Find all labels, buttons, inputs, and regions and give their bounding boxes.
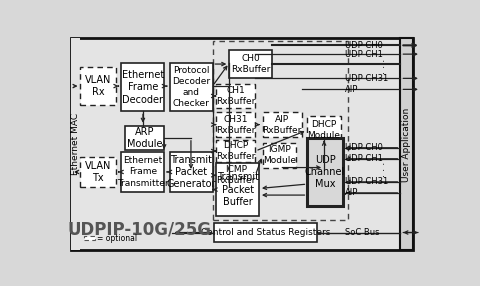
Bar	[121, 63, 164, 111]
Text: UDPIP-10G/25G: UDPIP-10G/25G	[68, 220, 212, 238]
Bar	[216, 140, 255, 162]
Bar	[170, 63, 213, 111]
Bar	[216, 164, 255, 186]
Bar	[307, 116, 341, 144]
Text: DHCP
Module: DHCP Module	[308, 120, 341, 140]
Bar	[215, 223, 317, 243]
Text: ICMP
RxBuffer: ICMP RxBuffer	[216, 165, 255, 185]
Text: CH31
RxBuffer: CH31 RxBuffer	[216, 115, 255, 135]
Text: UDP CH0: UDP CH0	[345, 143, 383, 152]
Text: UDP CH1: UDP CH1	[345, 154, 383, 163]
Bar	[229, 50, 272, 78]
Text: UDP CH31: UDP CH31	[345, 177, 388, 186]
Text: Transmit
Packet
Generator: Transmit Packet Generator	[167, 154, 216, 189]
Bar	[170, 152, 213, 192]
Text: VLAN
Rx: VLAN Rx	[85, 75, 111, 97]
Bar	[400, 38, 413, 250]
Bar	[307, 138, 343, 206]
Bar	[216, 84, 255, 108]
Text: AIP: AIP	[345, 85, 358, 94]
Text: CH1
RxBuffer: CH1 RxBuffer	[216, 86, 255, 106]
Text: Ethernet MAC: Ethernet MAC	[71, 113, 80, 176]
Bar	[81, 67, 116, 105]
Text: Control and Status Registers: Control and Status Registers	[201, 228, 330, 237]
Text: · · ·: · · ·	[381, 162, 391, 177]
Bar	[263, 112, 302, 137]
Bar	[216, 112, 255, 137]
Text: Ethernet
Frame
Transmitter: Ethernet Frame Transmitter	[117, 156, 168, 188]
Text: User Application: User Application	[402, 107, 411, 182]
Text: UDP CH31: UDP CH31	[345, 74, 388, 83]
Text: SoC Bus: SoC Bus	[345, 228, 379, 237]
Text: = optional: = optional	[97, 234, 137, 243]
Bar	[71, 38, 81, 250]
Text: CH0
RxBuffer: CH0 RxBuffer	[231, 54, 270, 74]
Text: AIP
RxBuffer: AIP RxBuffer	[263, 115, 302, 135]
Text: AIP: AIP	[345, 188, 358, 197]
Bar	[213, 41, 348, 221]
Bar	[263, 143, 296, 168]
Text: UDP CH1: UDP CH1	[345, 50, 383, 59]
Bar	[125, 126, 164, 150]
Bar	[84, 236, 96, 240]
Text: Transmit
Packet
Buffer: Transmit Packet Buffer	[216, 172, 259, 207]
Bar	[81, 156, 116, 187]
Text: UDP
Channel
Mux: UDP Channel Mux	[305, 154, 345, 189]
Text: VLAN
Tx: VLAN Tx	[85, 161, 111, 183]
Text: IGMP
Module: IGMP Module	[263, 145, 296, 166]
Bar	[121, 152, 164, 192]
Text: Ethernet
Frame
Decoder: Ethernet Frame Decoder	[121, 70, 164, 105]
Text: · · ·: · · ·	[381, 59, 391, 74]
Text: Protocol
Decoder
and
Checker: Protocol Decoder and Checker	[172, 66, 210, 108]
Text: UDP CH0: UDP CH0	[345, 41, 383, 50]
Text: DHCP
RxBuffer: DHCP RxBuffer	[216, 141, 255, 161]
Text: ARP
Module: ARP Module	[127, 127, 162, 149]
Bar	[216, 163, 259, 216]
